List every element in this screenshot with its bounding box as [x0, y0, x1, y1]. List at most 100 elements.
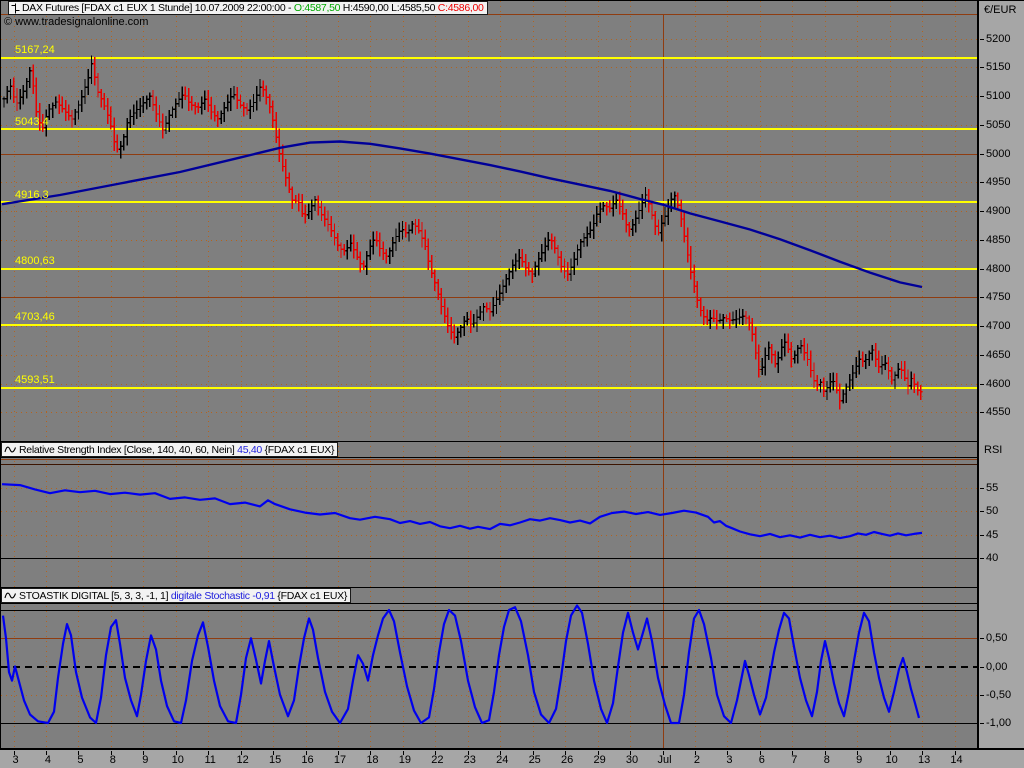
- ohlc-bar: [472, 314, 476, 328]
- stochastic-line: [1, 604, 921, 725]
- price-tick-label: 5050: [986, 119, 1011, 131]
- ohlc-bar: [349, 234, 353, 252]
- ohlc-bar: [575, 244, 580, 266]
- grid-vline: [565, 1, 567, 748]
- ohlc-bar: [433, 269, 437, 292]
- ohlc-bar: [303, 204, 307, 224]
- ohlc-bar: [595, 206, 599, 227]
- ohlc-bar: [679, 199, 683, 227]
- copyright-text: © www.tradesignalonline.com: [4, 16, 149, 28]
- stoch-tick-mark: [980, 638, 984, 639]
- ohlc-bar: [391, 236, 395, 258]
- ohlc-bar: [491, 297, 495, 317]
- ohlc-bar: [319, 201, 324, 222]
- ohlc-bar: [498, 284, 502, 306]
- ohlc-bar: [579, 239, 583, 259]
- price-bars: [2, 55, 923, 410]
- ohlc-bar: [177, 91, 181, 107]
- ohlc-bar: [442, 298, 447, 324]
- ohlc-bar: [711, 309, 716, 323]
- ohlc-bar: [106, 98, 110, 125]
- border-left: [0, 0, 1, 749]
- ohlc-bar: [258, 78, 262, 102]
- title-segment: C:4586,00: [437, 2, 484, 14]
- price-tick-mark: [980, 412, 984, 413]
- moving-average-line: [1, 140, 923, 289]
- stoch-tick-mark: [980, 723, 984, 724]
- ohlc-bar: [462, 315, 466, 336]
- grid-hline: [1, 239, 977, 241]
- ohlc-bar: [660, 215, 664, 242]
- grid-vline: [500, 1, 502, 748]
- stoch-indicator-header[interactable]: STOASTIK DIGITAL [5, 3, 3, -1, 1] digita…: [1, 588, 352, 603]
- date-tick-mark: [532, 751, 534, 755]
- ohlc-bar: [682, 211, 687, 243]
- stoch-tick-label: -1,00: [986, 717, 1012, 729]
- date-tick-mark: [338, 751, 339, 755]
- price-axis[interactable]: 5200 5150 5100 5050 5000 4950 4900 4850 4800 4750…: [979, 0, 1024, 749]
- wave-icon: [4, 446, 17, 453]
- price-tick-label: 4650: [986, 349, 1011, 361]
- date-tick-label: 25: [528, 754, 541, 766]
- rsi-grid-hline: [1, 487, 977, 489]
- rsi-indicator-header[interactable]: Relative Strength Index [Close, 140, 40,…: [1, 442, 339, 457]
- date-tick-label: Jul: [657, 754, 672, 766]
- ohlc-bar: [478, 305, 482, 321]
- price-tick-label: 5150: [986, 61, 1011, 73]
- ohlc-bar: [238, 94, 243, 109]
- grid-hline: [1, 96, 977, 98]
- ohlc-bar: [342, 243, 346, 256]
- title-text: DAX Futures [FDAX c1 EUX 1 Stunde] 10.07…: [22, 2, 484, 14]
- ohlc-bar: [744, 311, 748, 325]
- ohlc-bar: [25, 77, 29, 99]
- ohlc-bar: [209, 96, 214, 120]
- grid-hline: [1, 124, 977, 126]
- date-tick-mark: [305, 751, 307, 755]
- ohlc-bar: [546, 231, 550, 251]
- date-tick-mark: [630, 751, 632, 755]
- price-tick-mark: [980, 240, 984, 241]
- border-top: [0, 0, 1024, 1]
- ohlc-bar: [28, 66, 32, 88]
- grid-hline: [1, 326, 977, 328]
- ohlc-bar: [413, 219, 418, 236]
- grid-vline: [694, 1, 696, 748]
- grid-vline: [857, 1, 859, 748]
- chart-canvas[interactable]: [0, 0, 978, 749]
- date-axis[interactable]: 3 4 5 8 9 10 11 12 15 16 17 18 19 22 23 24 25 26 29 30 Jul 2 3…: [0, 750, 1024, 768]
- ohlc-bar: [397, 222, 401, 242]
- ohlc-bar: [757, 344, 761, 378]
- ohlc-bar: [773, 350, 777, 368]
- ohlc-bar: [452, 324, 457, 344]
- ohlc-bar: [365, 251, 369, 276]
- ohlc-bar: [261, 80, 265, 98]
- ohlc-bar: [141, 96, 145, 113]
- ohlc-bar: [5, 86, 9, 104]
- ohlc-bar: [465, 311, 469, 326]
- date-tick-mark: [175, 751, 177, 755]
- ohlc-bar: [627, 222, 631, 237]
- ohlc-bar: [860, 351, 865, 368]
- grid-vline: [13, 1, 15, 748]
- date-tick-mark: [824, 751, 826, 755]
- ohlc-bar: [766, 341, 771, 361]
- ohlc-bar: [527, 262, 531, 276]
- price-level-line: [1, 128, 977, 131]
- date-tick-mark: [597, 751, 599, 755]
- date-tick-label: 8: [823, 754, 830, 766]
- ohlc-bar: [34, 77, 39, 118]
- date-tick-mark: [370, 751, 372, 755]
- price-tick-label: 4900: [986, 205, 1011, 217]
- ohlc-bar: [420, 222, 424, 248]
- price-tick-mark: [980, 154, 984, 155]
- price-level-line: [1, 386, 977, 389]
- title-bar[interactable]: DAX Futures [FDAX c1 EUX 1 Stunde] 10.07…: [8, 1, 488, 15]
- ohlc-bar: [828, 373, 832, 393]
- stoch-neg-half-grid: [1, 695, 977, 696]
- date-tick-mark: [13, 751, 15, 755]
- price-tick-label: 4550: [986, 406, 1011, 418]
- ohlc-bar: [912, 373, 917, 394]
- main-rsi-separator: [0, 441, 1024, 442]
- ohlc-bar: [387, 247, 392, 264]
- rsi-header-segment: Relative Strength Index [Close, 140, 40,…: [19, 443, 238, 456]
